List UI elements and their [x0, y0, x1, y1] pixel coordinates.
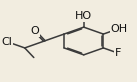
Text: F: F [115, 48, 121, 58]
Text: O: O [30, 26, 39, 36]
Text: OH: OH [111, 24, 128, 34]
Text: HO: HO [75, 11, 92, 21]
Text: Cl: Cl [2, 37, 12, 47]
